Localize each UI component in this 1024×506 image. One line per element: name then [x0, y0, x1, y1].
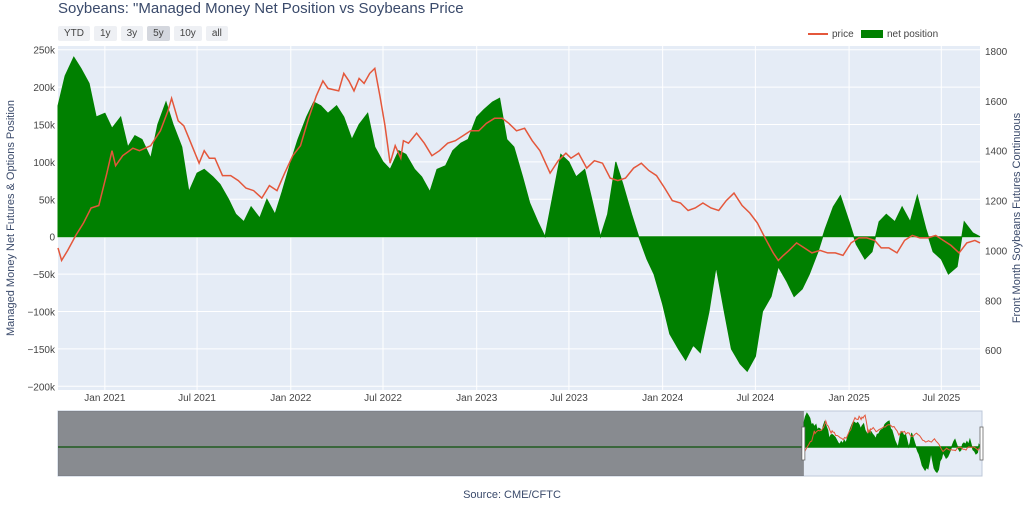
legend: price net position — [808, 29, 938, 40]
x-tick-label: Jul 2024 — [736, 393, 774, 404]
y-right-tick-label: 800 — [985, 296, 1002, 307]
y-left-tick-label: 0 — [49, 233, 55, 244]
range-button-all[interactable]: all — [205, 26, 228, 41]
range-slider[interactable] — [57, 410, 984, 477]
range-slider-net-area — [803, 412, 983, 474]
y-right-tick-label: 1800 — [985, 47, 1008, 58]
x-tick-label: Jul 2025 — [922, 393, 960, 404]
y-left-tick-label: −100k — [27, 307, 56, 318]
range-slider-handle-right[interactable] — [979, 426, 984, 461]
y-right-tick-label: 1000 — [985, 246, 1008, 257]
x-tick-label: Jul 2022 — [364, 393, 402, 404]
y-left-tick-label: 250k — [33, 46, 56, 57]
x-tick-label: Jan 2023 — [456, 393, 498, 404]
range-selector: YTD 1y 3y 5y 10y all — [58, 26, 228, 41]
range-button-ytd[interactable]: YTD — [58, 26, 90, 41]
range-button-3y[interactable]: 3y — [120, 26, 144, 41]
net-position-area — [57, 56, 981, 373]
y-left-tick-label: 150k — [33, 121, 56, 132]
range-button-10y[interactable]: 10y — [173, 26, 202, 41]
x-tick-label: Jan 2022 — [270, 393, 312, 404]
y-right-tick-label: 1400 — [985, 147, 1008, 158]
x-tick-label: Jan 2024 — [642, 393, 684, 404]
chart-title: Soybeans: "Managed Money Net Position vs… — [58, 0, 464, 17]
legend-net-position-label[interactable]: net position — [887, 29, 938, 40]
range-slider-price-line — [803, 414, 983, 453]
x-tick-label: Jul 2021 — [178, 393, 216, 404]
x-tick-label: Jan 2025 — [829, 393, 871, 404]
x-tick-label: Jan 2021 — [84, 393, 126, 404]
y-left-tick-label: 50k — [39, 195, 56, 206]
range-button-5y[interactable]: 5y — [147, 26, 170, 41]
y-left-tick-label: −200k — [27, 382, 56, 393]
legend-price-label[interactable]: price — [832, 29, 854, 40]
y-left-axis-title: Managed Money Net Futures & Options Posi… — [5, 100, 17, 336]
y-right-tick-label: 1200 — [985, 197, 1008, 208]
x-tick-label: Jul 2023 — [550, 393, 588, 404]
y-right-tick-label: 1600 — [985, 97, 1008, 108]
y-left-tick-label: −150k — [27, 345, 56, 356]
y-left-tick-label: −50k — [33, 270, 56, 281]
y-left-tick-label: 100k — [33, 158, 56, 169]
source-note: Source: CME/CFTC — [463, 489, 561, 501]
y-left-tick-label: 200k — [33, 83, 56, 94]
y-right-axis-title: Front Month Soybeans Futures Continuous — [1011, 112, 1023, 323]
range-slider-mask-left — [58, 411, 804, 476]
range-slider-handle-left[interactable] — [801, 426, 806, 461]
y-right-tick-label: 600 — [985, 346, 1002, 357]
price-line — [57, 66, 981, 263]
range-button-1y[interactable]: 1y — [94, 26, 117, 41]
legend-net-position-swatch — [861, 30, 883, 38]
